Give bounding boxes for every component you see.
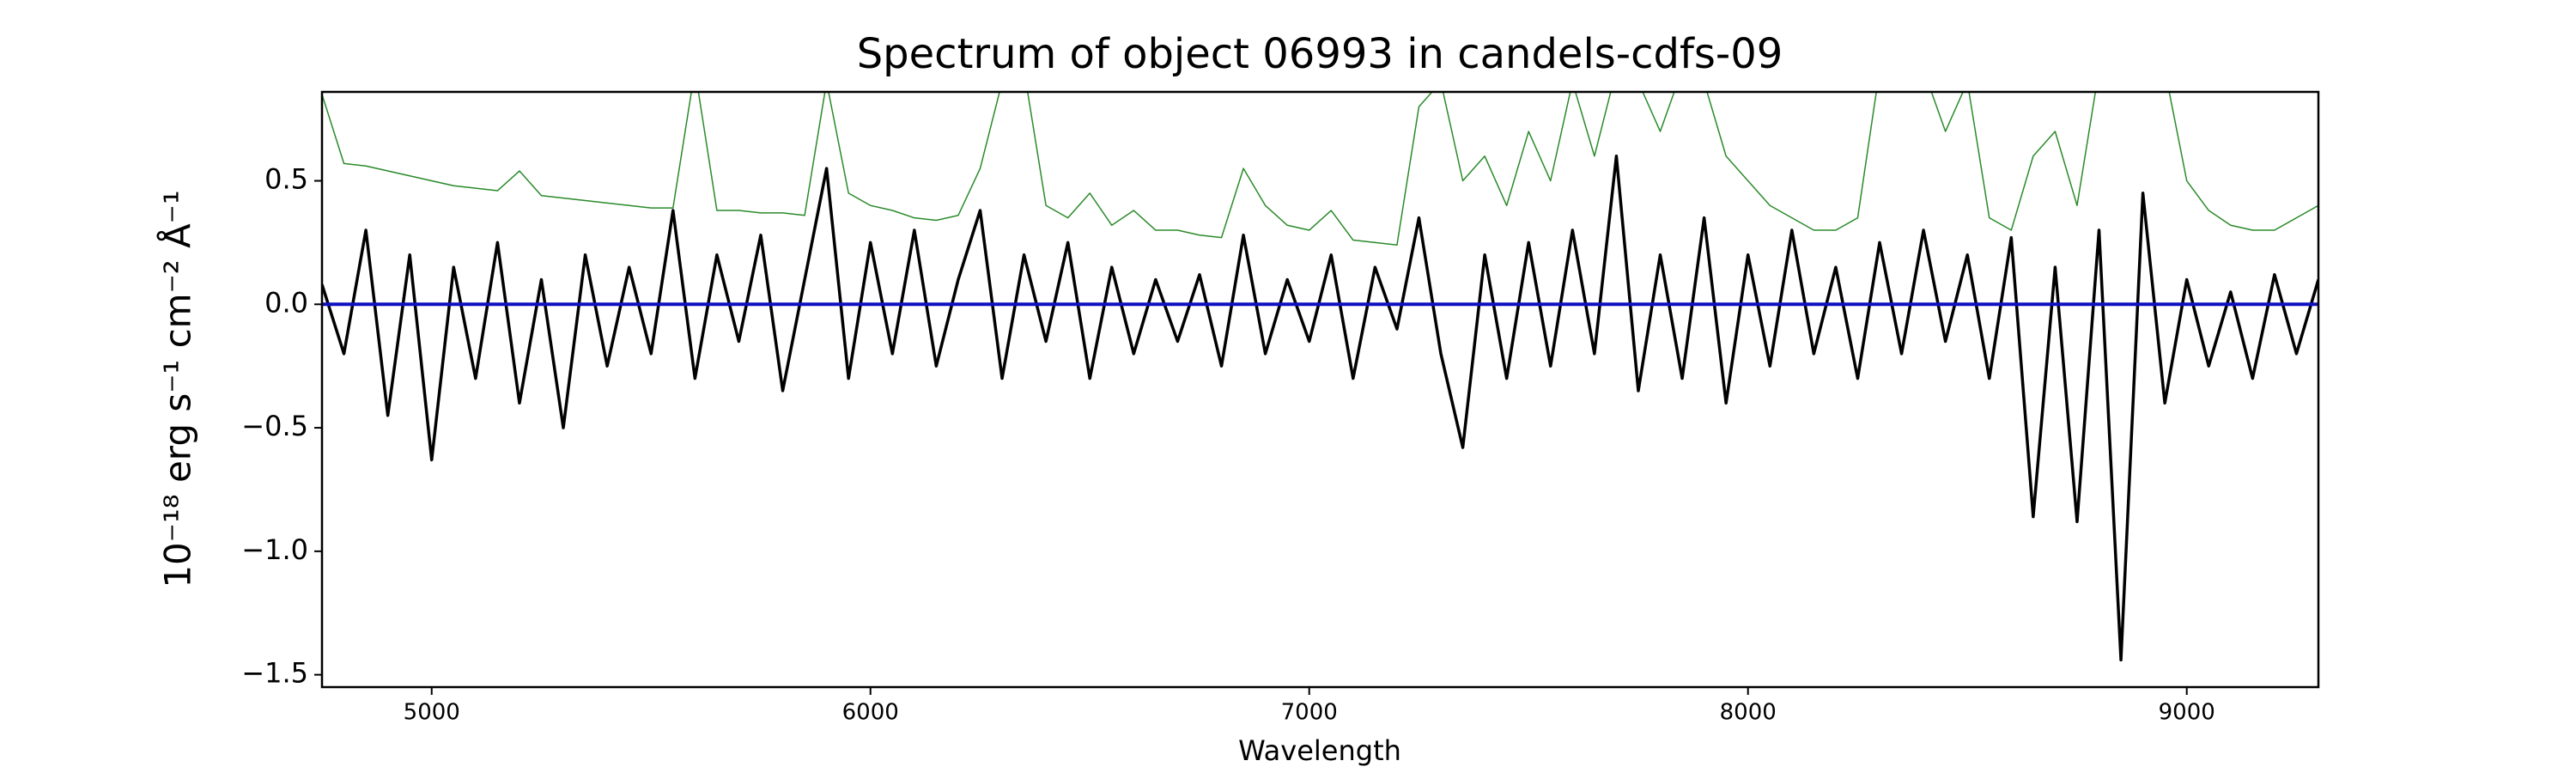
spectrum-line xyxy=(322,92,2318,247)
chart-title: Spectrum of object 06993 in candels-cdfs… xyxy=(857,30,1783,78)
y-tick-label: 0.0 xyxy=(264,286,308,319)
x-tick-label: 6000 xyxy=(842,700,899,726)
plot-frame xyxy=(320,90,2320,689)
y-tick-label: −1.5 xyxy=(241,657,308,690)
spectrum-line xyxy=(322,155,2318,662)
x-tick-label: 5000 xyxy=(404,700,460,726)
plot-lines xyxy=(322,92,2318,662)
x-tick-label: 7000 xyxy=(1281,700,1338,726)
x-axis-label: Wavelength xyxy=(1238,734,1401,767)
y-tick-label: −0.5 xyxy=(241,410,308,442)
x-tick-label: 8000 xyxy=(1720,700,1777,726)
y-tick-label: −1.0 xyxy=(241,533,308,566)
y-tick-label: 0.5 xyxy=(264,163,308,196)
y-axis-label: 10⁻¹⁸ erg s⁻¹ cm⁻² Å⁻¹ xyxy=(156,190,199,587)
x-tick-label: 9000 xyxy=(2159,700,2215,726)
